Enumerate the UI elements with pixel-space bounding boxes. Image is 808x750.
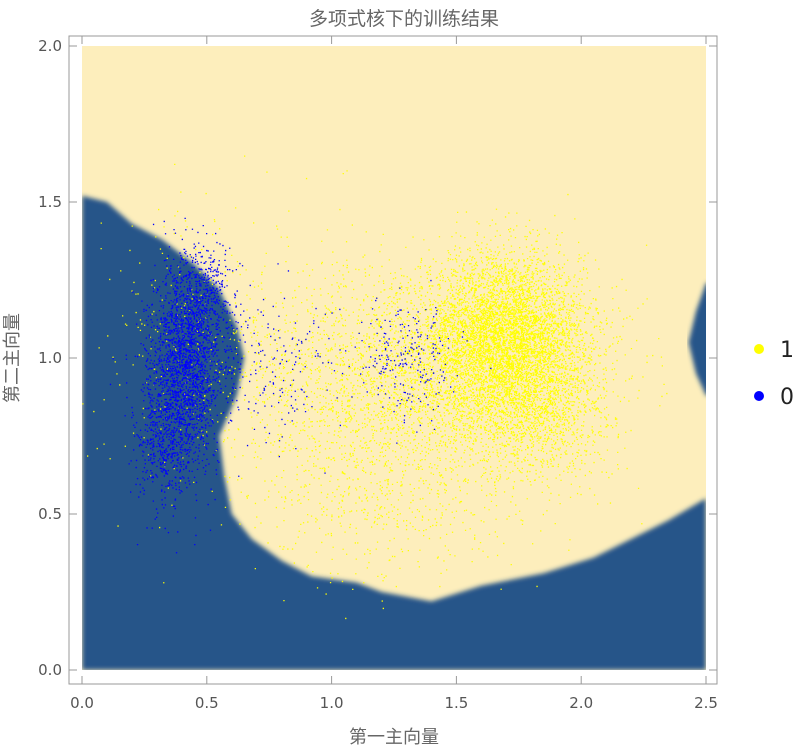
plot-area: [82, 46, 706, 670]
data-points: [82, 155, 668, 620]
y-tick-label: 1.0: [38, 349, 62, 367]
series-1-points: [82, 155, 668, 620]
legend-marker-0: [754, 391, 764, 401]
legend-item-0[interactable]: 0: [754, 385, 794, 410]
legend-marker-1: [754, 344, 764, 354]
x-tick-label: 0.5: [195, 694, 219, 712]
y-axis: 0.0 0.5 1.0 1.5 2.0: [38, 37, 717, 679]
y-axis-label: 第二主向量: [2, 313, 23, 403]
x-tick-label: 2.0: [569, 694, 593, 712]
class-0-region-right: [688, 283, 706, 396]
y-tick-label: 2.0: [38, 37, 62, 55]
x-tick-label: 1.0: [320, 694, 344, 712]
series-0-points: [109, 217, 492, 554]
y-tick-label: 0.0: [38, 661, 62, 679]
series-1-marks: [82, 155, 668, 620]
legend-item-1[interactable]: 1: [754, 338, 794, 363]
x-axis-label: 第一主向量: [349, 727, 439, 748]
x-tick-label: 0.0: [70, 694, 94, 712]
legend-label-0: 0: [780, 385, 794, 410]
x-axis: 0.0 0.5 1.0 1.5 2.0 2.5: [70, 36, 718, 712]
plot-frame: [68, 35, 718, 685]
legend: 1 0: [754, 338, 794, 410]
chart-title: 多项式核下的训练结果: [309, 8, 499, 30]
x-tick-label: 1.5: [444, 694, 468, 712]
legend-label-1: 1: [780, 338, 794, 363]
class-0-region: [82, 195, 706, 670]
x-tick-label: 2.5: [694, 694, 718, 712]
y-tick-label: 1.5: [38, 193, 62, 211]
series-0-marks: [109, 217, 492, 554]
y-tick-label: 0.5: [38, 505, 62, 523]
